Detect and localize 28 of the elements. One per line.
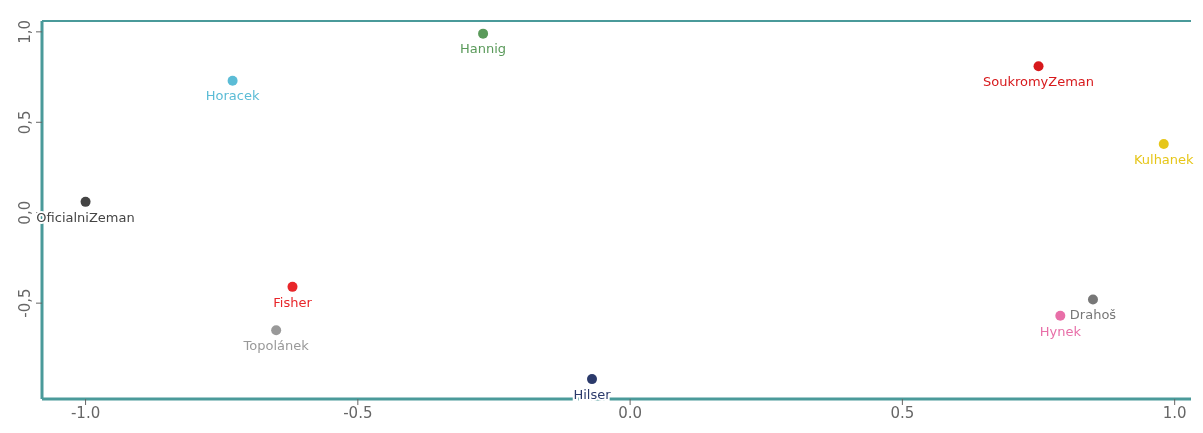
- point: [227, 75, 238, 86]
- x-tick-label: 0.0: [618, 403, 643, 422]
- series-label: Kulhanek: [1133, 151, 1195, 167]
- y-tick-label: -0,5: [16, 288, 34, 318]
- point: [80, 196, 91, 207]
- x-tick-label: 0.5: [890, 403, 915, 422]
- point: [1158, 138, 1169, 149]
- point: [1033, 61, 1044, 72]
- point: [587, 374, 597, 385]
- point: [478, 28, 489, 39]
- point: [287, 281, 298, 292]
- x-tick-label: -0.5: [343, 403, 373, 422]
- x-tick-label: -1.0: [70, 403, 101, 422]
- series-label: SoukromyZeman: [982, 73, 1095, 89]
- point: [271, 325, 282, 336]
- y-tick-label: 1,0: [16, 19, 34, 44]
- series-label: Horacek: [205, 88, 260, 104]
- series-label: Hynek: [1039, 323, 1082, 339]
- series-label: Topolánek: [242, 338, 310, 354]
- point: [1055, 310, 1066, 321]
- point: [1087, 294, 1098, 305]
- y-tick-label: 0,0: [16, 200, 34, 225]
- series-label: Drahoš: [1069, 307, 1117, 323]
- series-label: Hilser: [573, 386, 612, 402]
- series-label: Hannig: [460, 41, 507, 57]
- y-tick-label: 0,5: [16, 110, 34, 135]
- series-label: Fisher: [273, 294, 313, 310]
- x-tick-label: 1.0: [1162, 403, 1187, 422]
